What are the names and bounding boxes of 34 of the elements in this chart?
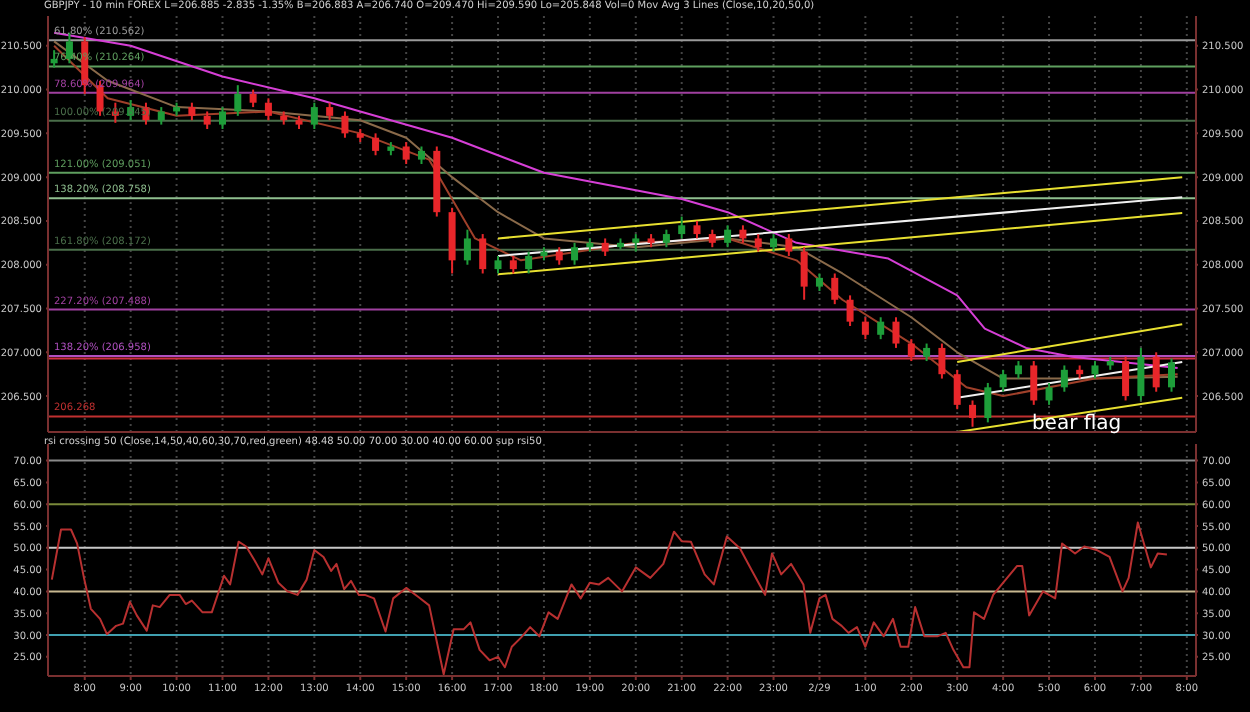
candlestick [907, 338, 915, 363]
candlestick [724, 224, 732, 249]
candlestick [938, 342, 946, 380]
candlestick [479, 233, 487, 275]
candlestick [1168, 357, 1176, 393]
candlestick [1152, 351, 1160, 393]
annotation: bear flag [1031, 413, 1122, 436]
candlestick [999, 368, 1007, 393]
candlestick [877, 316, 885, 341]
candlestick [1030, 360, 1038, 406]
candlestick [831, 272, 839, 306]
candlestick [1122, 355, 1130, 402]
candlestick [800, 246, 808, 301]
candlestick [310, 101, 318, 130]
candlestick [785, 233, 793, 257]
candlestick [1045, 381, 1053, 406]
candlestick [1137, 346, 1145, 402]
candlestick [1060, 364, 1068, 393]
candlestick [525, 250, 533, 275]
candlestick [571, 241, 579, 266]
candlestick [402, 141, 410, 166]
candlestick [372, 132, 380, 157]
candlestick [264, 97, 272, 122]
candlestick [463, 228, 471, 266]
candlestick [984, 381, 992, 424]
candlestick [341, 110, 349, 139]
candlestick [861, 316, 869, 341]
candlestick [234, 84, 242, 117]
candlestick [846, 294, 854, 328]
candlestick [678, 215, 686, 240]
candlestick [969, 399, 977, 428]
candlestick [892, 316, 900, 349]
candlestick [219, 106, 226, 130]
candlestick [953, 368, 961, 411]
